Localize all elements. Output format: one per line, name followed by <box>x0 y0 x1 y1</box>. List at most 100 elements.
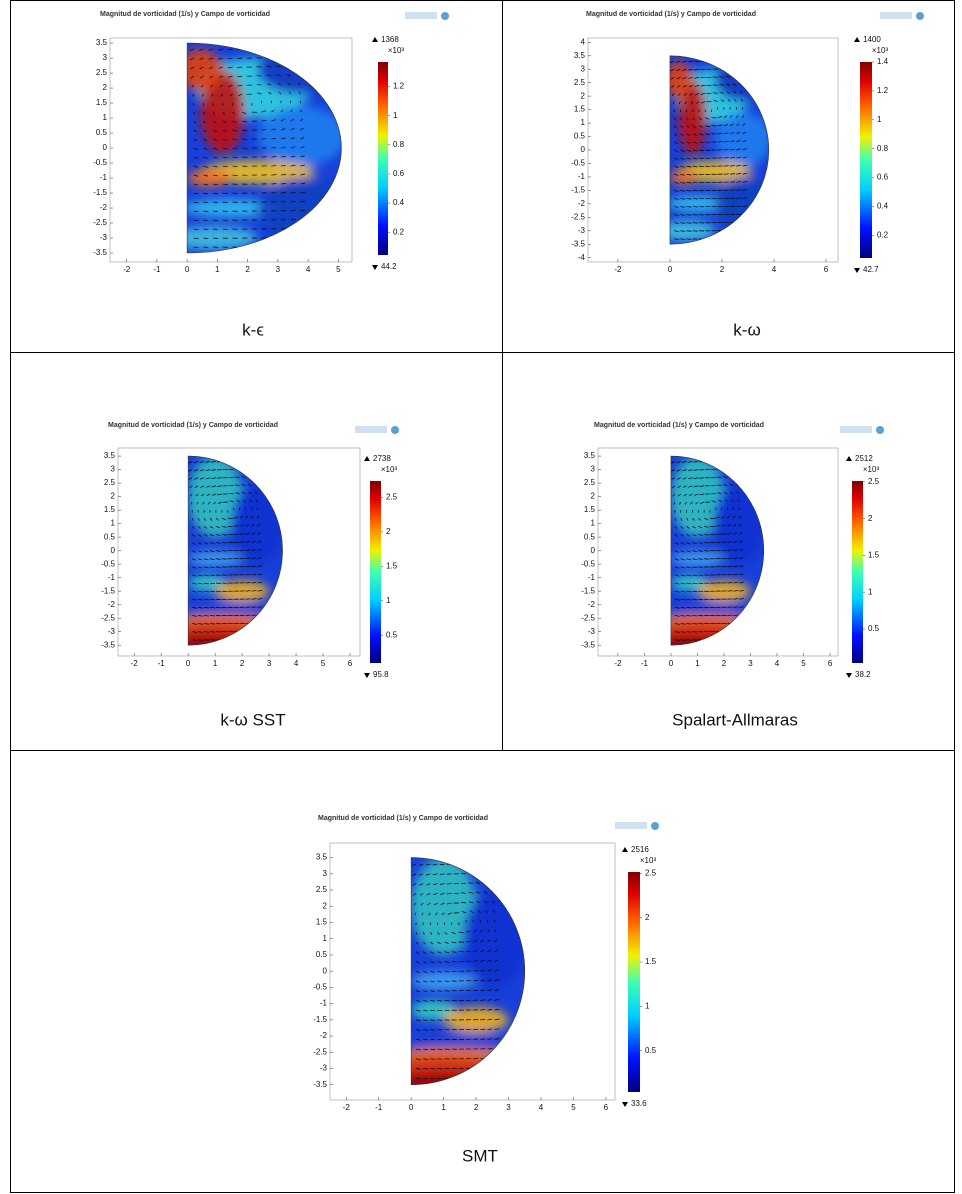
colorbar-tick-label: 1 <box>393 111 398 120</box>
arrow <box>680 534 685 537</box>
arrow <box>232 147 238 150</box>
y-tick-label: -3.5 <box>581 640 595 649</box>
arrow <box>189 48 194 51</box>
arrow <box>199 66 204 70</box>
colorbar-tick-label: 0.5 <box>868 624 880 633</box>
arrow <box>682 485 687 488</box>
arrow <box>251 606 257 608</box>
arrow <box>280 118 285 122</box>
x-tick-label: 6 <box>824 265 829 274</box>
arrow <box>705 133 711 135</box>
arrow <box>228 492 234 495</box>
arrow <box>423 1000 428 1002</box>
arrow <box>430 1000 436 1002</box>
arrow <box>692 125 697 128</box>
y-tick-label: -1.5 <box>101 586 115 595</box>
arrow <box>674 230 680 232</box>
arrow <box>738 540 743 543</box>
arrow <box>484 900 488 904</box>
arrow <box>426 892 431 896</box>
arrow <box>213 501 217 505</box>
arrow <box>412 883 417 886</box>
arrow <box>413 902 417 906</box>
arrow <box>228 84 233 87</box>
field-blob <box>670 456 724 538</box>
colorbar-tick-label: 0.8 <box>877 144 889 153</box>
field-blob <box>669 195 730 212</box>
arrow <box>221 542 227 544</box>
arrow <box>686 165 692 168</box>
arrow <box>686 574 692 577</box>
arrow <box>288 91 292 95</box>
arrow <box>430 961 435 964</box>
arrow <box>674 566 680 569</box>
arrow <box>447 902 452 905</box>
arrow <box>736 115 739 118</box>
colorbar-multiplier: ×10³ <box>863 465 880 474</box>
arrow <box>676 477 681 480</box>
arrow <box>290 128 295 131</box>
arrow <box>209 518 213 521</box>
arrow <box>419 883 424 886</box>
arrow <box>473 950 478 953</box>
arrow <box>430 990 435 992</box>
arrow <box>733 532 738 535</box>
arrow <box>204 590 209 593</box>
y-tick-label: -3 <box>108 627 116 636</box>
arrow <box>674 631 680 633</box>
arrow <box>276 74 282 77</box>
arrow <box>727 573 733 576</box>
arrow <box>207 501 211 505</box>
arrow <box>298 91 301 95</box>
arrow <box>473 960 478 962</box>
y-tick-label: -2 <box>588 600 596 609</box>
arrow <box>222 192 228 194</box>
domain-outline <box>187 455 283 646</box>
arrow <box>430 932 433 935</box>
arrow <box>700 501 705 504</box>
y-tick-label: 0.5 <box>104 532 116 541</box>
arrow <box>300 200 306 203</box>
arrow <box>257 92 262 95</box>
arrow <box>437 1000 443 1002</box>
plot-title: Magnitud de vorticidad (1/s) y Campo de … <box>586 11 756 18</box>
arrow <box>432 863 438 866</box>
arrow <box>203 210 209 213</box>
arrow <box>700 76 706 79</box>
arrow <box>206 493 211 497</box>
arrow <box>415 932 418 935</box>
arrow <box>677 93 681 96</box>
arrow <box>447 912 452 915</box>
arrow <box>205 461 211 463</box>
arrow <box>221 517 226 521</box>
arrow <box>733 606 739 608</box>
arrow <box>674 206 679 208</box>
arrow <box>280 164 286 167</box>
arrow <box>487 949 492 953</box>
arrow <box>290 109 293 113</box>
max-marker <box>364 456 370 461</box>
arrow <box>715 516 721 519</box>
arrow <box>694 68 700 71</box>
colorbar-min: 95.8 <box>373 670 389 679</box>
arrow <box>290 146 296 149</box>
colorbar-tick-label: 2 <box>645 913 650 922</box>
arrow <box>204 607 209 609</box>
arrow <box>461 911 467 914</box>
arrow <box>680 190 686 192</box>
arrow <box>212 129 217 133</box>
arrow <box>725 499 728 503</box>
y-tick-label: 3 <box>103 53 108 62</box>
arrow <box>673 125 677 129</box>
y-tick-label: 3.5 <box>584 451 596 460</box>
arrow <box>733 557 738 560</box>
colorbar-max: 1368 <box>381 35 399 44</box>
arrow <box>739 91 743 94</box>
arrow <box>235 492 240 495</box>
x-tick-label: 3 <box>506 1103 511 1112</box>
arrow <box>257 589 263 592</box>
arrow <box>280 183 286 185</box>
arrow <box>193 201 199 204</box>
y-tick-label: 2.5 <box>104 478 116 487</box>
arrow <box>690 501 693 505</box>
